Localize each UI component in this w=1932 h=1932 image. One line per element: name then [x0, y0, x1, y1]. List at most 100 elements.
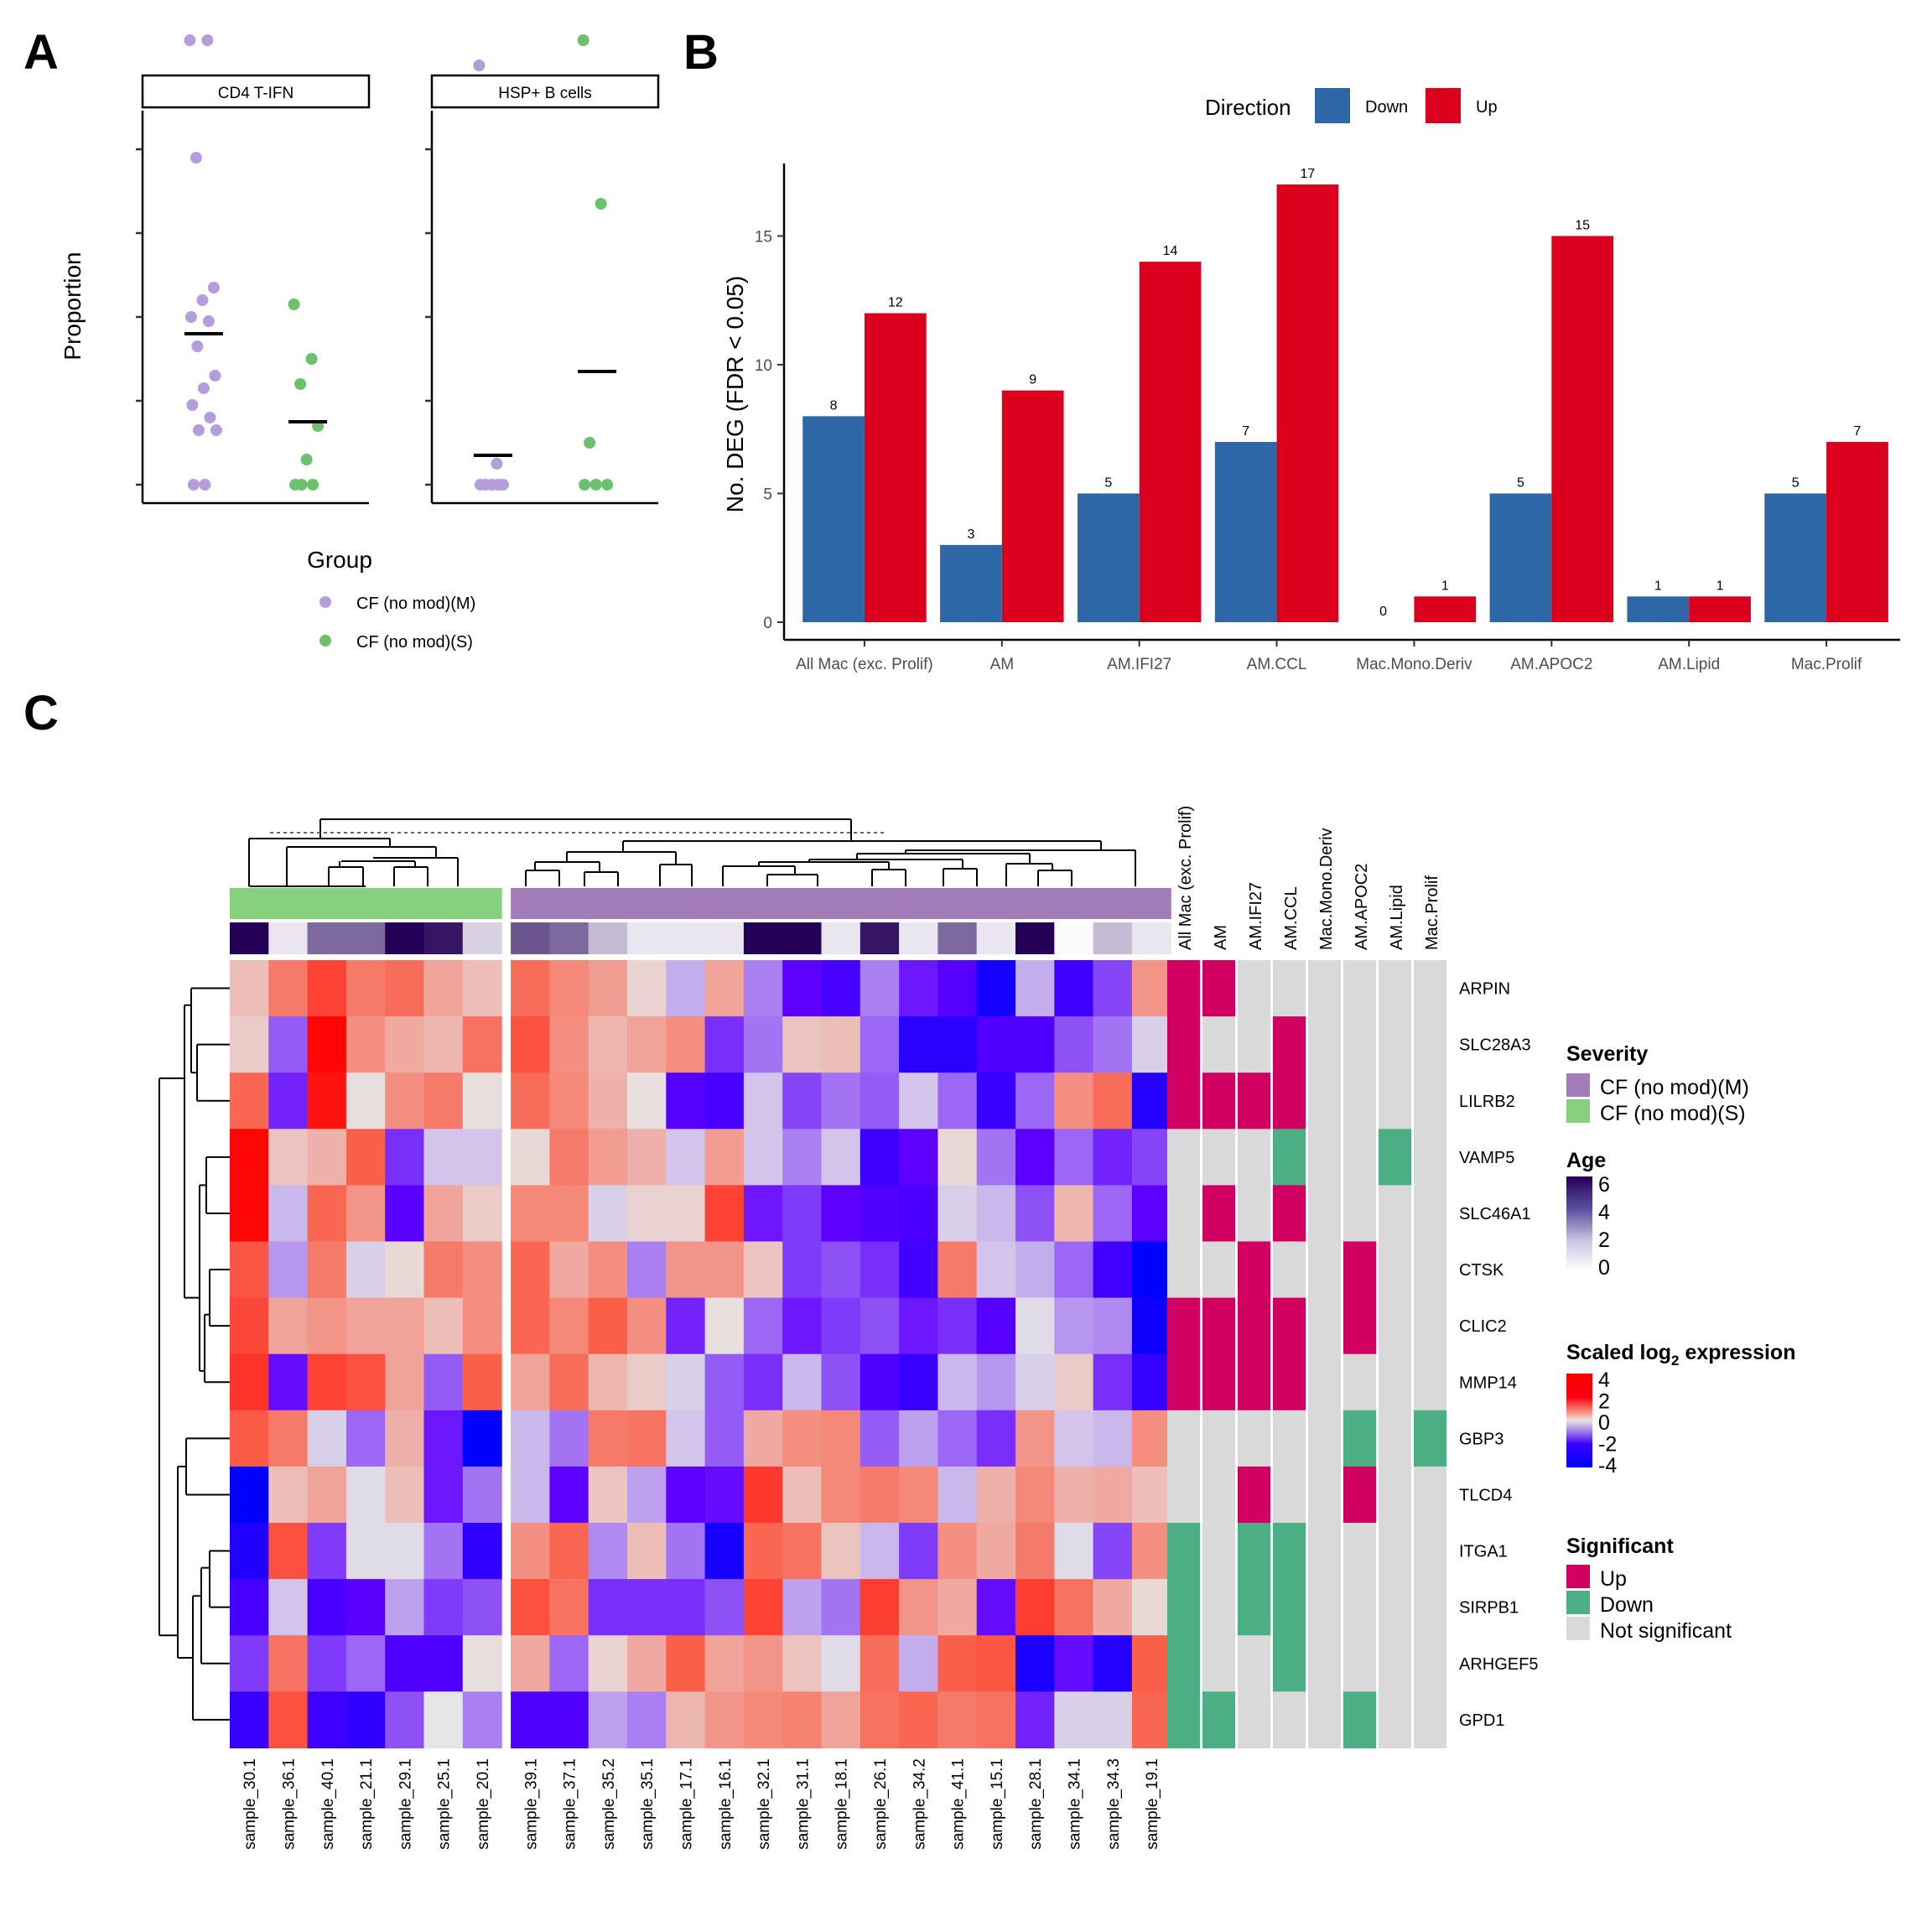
age-colorbar-tick: 2 [1598, 1228, 1610, 1252]
heatmap-cell [230, 1635, 269, 1692]
significance-cell [1238, 1523, 1270, 1580]
heatmap-cell [1093, 1523, 1133, 1580]
heatmap-cell [1131, 1466, 1171, 1524]
heatmap-cell [268, 1016, 309, 1073]
heatmap-cell [627, 1691, 667, 1748]
sample-label: sample_34.2 [911, 1758, 928, 1850]
sample-label: sample_25.1 [436, 1758, 454, 1850]
legend-swatch-down [1315, 88, 1350, 123]
heatmap-cell [899, 1523, 938, 1580]
significance-cell [1308, 1129, 1341, 1186]
severity-annotation-cell [821, 888, 861, 919]
heatmap-cell [627, 1410, 667, 1467]
heatmap-cell [345, 1185, 386, 1243]
significance-cell [1273, 1353, 1306, 1411]
heatmap-cell [1093, 1691, 1133, 1748]
age-annotation-cell [230, 922, 269, 954]
severity-legend-label: CF (no mod)(S) [1600, 1102, 1746, 1125]
gene-label: MMP14 [1459, 1374, 1517, 1392]
heatmap-cell [511, 1579, 550, 1636]
heatmap-cell [385, 1129, 425, 1186]
heatmap-cell [1015, 1353, 1055, 1411]
expression-colorbar-tick: 4 [1598, 1368, 1610, 1392]
data-point [305, 353, 318, 365]
severity-annotation-cell [1054, 888, 1094, 919]
significance-cell [1379, 1185, 1411, 1243]
expression-legend-title: Scaled log2 expression [1566, 1341, 1795, 1368]
significance-cell [1167, 1241, 1200, 1299]
facet-strip [430, 74, 660, 109]
heatmap-cell [385, 1185, 425, 1243]
heatmap-cell [860, 1297, 900, 1355]
heatmap-cell [588, 1353, 628, 1411]
age-colorbar-tick: 4 [1598, 1201, 1610, 1224]
heatmap-cell [345, 960, 386, 1017]
heatmap-cell [588, 960, 628, 1017]
expression-colorbar-tick: 0 [1598, 1411, 1610, 1435]
significance-cell [1202, 1579, 1235, 1636]
heatmap-cell [345, 1691, 386, 1748]
heatmap-cell [462, 1523, 502, 1580]
heatmap-cell [423, 1185, 464, 1243]
gene-label: SIRPB1 [1459, 1599, 1519, 1618]
heatmap-cell [937, 1466, 978, 1524]
facet-strip-label: CD4 T-IFN [218, 85, 293, 102]
heatmap-cell [627, 1579, 667, 1636]
heatmap-cell [1093, 1579, 1133, 1636]
significance-cell [1379, 1072, 1411, 1130]
heatmap-cell [1054, 1691, 1094, 1748]
significance-column-label: AM.IFI27 [1247, 882, 1265, 950]
heatmap-cell [627, 1466, 667, 1524]
legend-label: CF (no mod)(S) [356, 633, 473, 652]
bar-value-label: 3 [967, 527, 974, 542]
age-annotation-cell [385, 922, 425, 954]
significance-cell [1308, 1072, 1341, 1130]
y-tick-label: 15 [755, 228, 772, 246]
significance-cell [1343, 1635, 1376, 1692]
heatmap-cell [899, 960, 938, 1017]
expression-colorbar-tick: -4 [1598, 1454, 1617, 1478]
gene-label: TLCD4 [1459, 1486, 1512, 1504]
significance-cell [1273, 960, 1306, 1017]
legend-title: Group [307, 547, 372, 573]
bar-value-label: 5 [1792, 475, 1800, 490]
heatmap-cell [307, 960, 347, 1017]
heatmap-cell [511, 1185, 550, 1243]
data-point [201, 34, 214, 46]
heatmap-cell [549, 1691, 589, 1748]
legend-label: Up [1476, 98, 1498, 117]
data-point [186, 399, 199, 411]
heatmap-cell [588, 1635, 628, 1692]
heatmap-cell [511, 1016, 550, 1073]
heatmap-cell [899, 1072, 938, 1130]
bar-value-label: 1 [1716, 579, 1724, 593]
heatmap-cell [899, 1297, 938, 1355]
sample-label: sample_39.1 [522, 1758, 540, 1850]
heatmap-cell [230, 1129, 269, 1186]
heatmap-cell [588, 1016, 628, 1073]
heatmap-cell [230, 1523, 269, 1580]
data-point [204, 412, 216, 423]
heatmap-cell [307, 1466, 347, 1524]
age-annotation-cell [462, 922, 502, 954]
heatmap-cell [1093, 960, 1133, 1017]
significant-legend-swatch [1566, 1565, 1590, 1588]
heatmap-cell [268, 1579, 309, 1636]
heatmap-cell [549, 1016, 589, 1073]
bar-up [1276, 184, 1339, 622]
heatmap-cell [976, 1129, 1016, 1186]
facet-strip [141, 74, 371, 109]
data-point [589, 479, 602, 491]
panel-label-a: A [23, 25, 59, 80]
data-point [197, 382, 210, 394]
heatmap-cell [821, 1353, 861, 1411]
significance-cell [1273, 1297, 1306, 1355]
sample-label: sample_19.1 [1144, 1758, 1161, 1850]
heatmap-cell [345, 1241, 386, 1299]
heatmap-cell [704, 1297, 745, 1355]
heatmap-cell [511, 1072, 550, 1130]
age-annotation-cell [704, 922, 745, 954]
severity-legend-title: Severity [1566, 1042, 1648, 1066]
heatmap-cell [1093, 1185, 1133, 1243]
heatmap-cell [1131, 1579, 1171, 1636]
